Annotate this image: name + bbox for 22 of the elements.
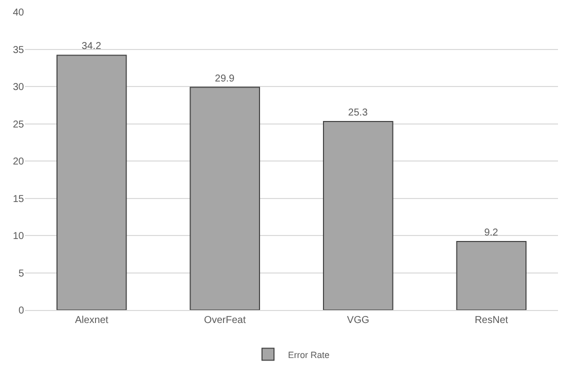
x-tick-label: Alexnet: [74, 315, 109, 326]
x-tick-label: ResNet: [474, 315, 508, 326]
y-tick-label: 40: [12, 8, 24, 18]
x-tick-label: OverFeat: [204, 315, 246, 326]
y-tick-label: 30: [12, 82, 24, 93]
data-label: 9.2: [484, 227, 499, 238]
data-label: 29.9: [214, 73, 235, 84]
bar: [322, 121, 394, 310]
y-tick-label: 5: [18, 268, 24, 280]
y-tick-label: 0: [18, 306, 24, 316]
x-tick-label: VGG: [347, 315, 370, 326]
y-tick-label: 35: [12, 44, 24, 56]
bar: [56, 54, 127, 310]
data-label: 25.3: [348, 108, 368, 119]
bar: [456, 240, 527, 310]
y-tick-label: 25: [12, 119, 24, 130]
y-tick-label: 20: [12, 156, 24, 168]
bar: [190, 86, 260, 310]
y-tick-label: 10: [12, 231, 24, 242]
y-tick-label: 15: [12, 194, 24, 205]
data-label: 34.2: [82, 41, 102, 52]
legend-label: Error Rate: [288, 350, 330, 360]
